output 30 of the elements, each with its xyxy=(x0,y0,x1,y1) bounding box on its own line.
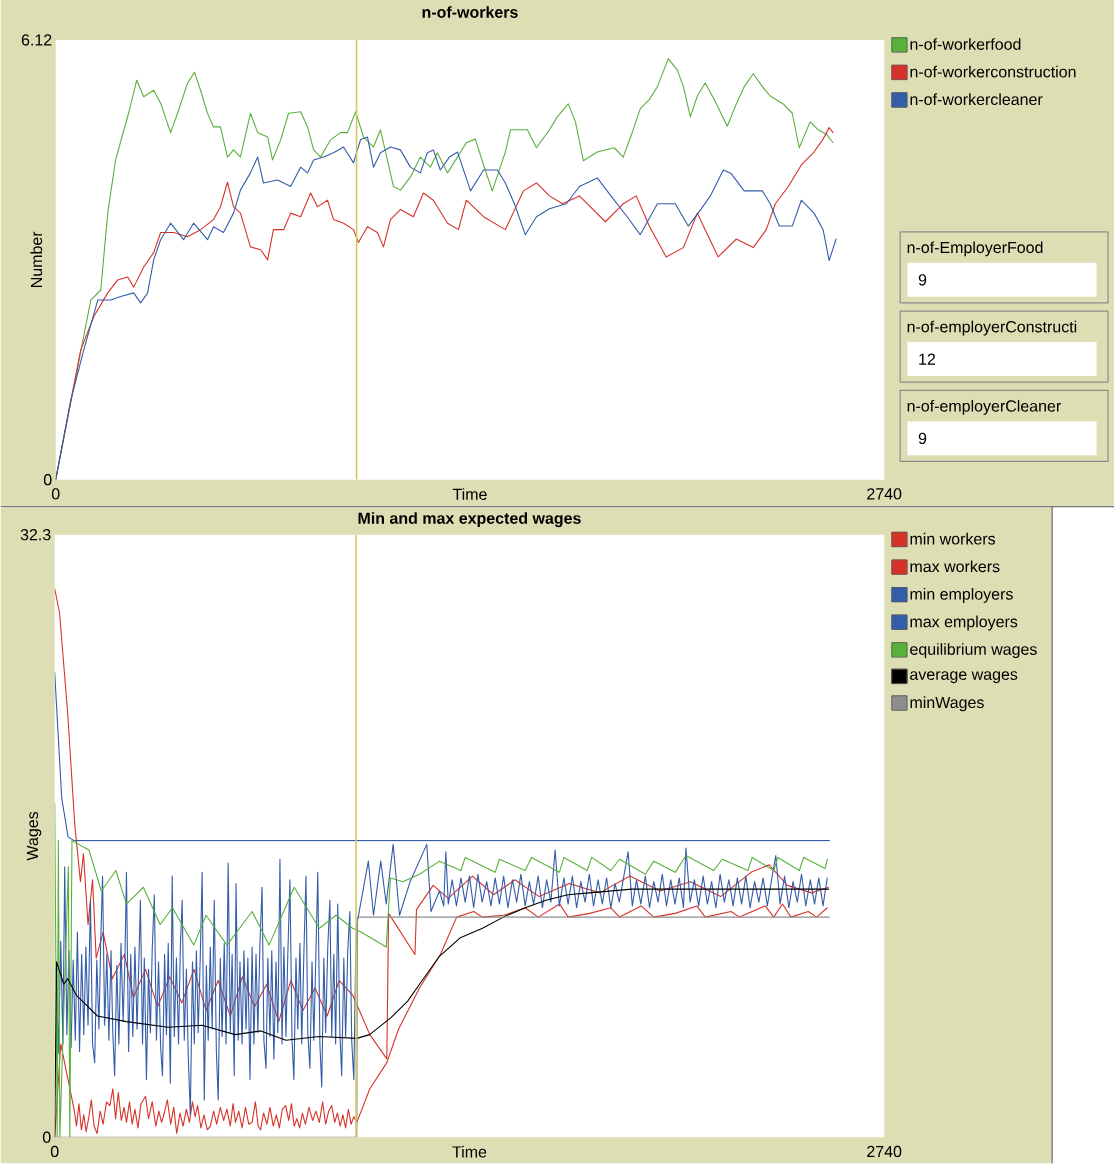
category-label: n-of-employerConstructi xyxy=(907,320,1077,336)
legend-label: min employers xyxy=(910,588,1013,603)
legend-label: n-of-workercleaner xyxy=(910,93,1043,106)
line-series xyxy=(55,843,828,1116)
y-axis-title: Number xyxy=(30,231,43,287)
line-series xyxy=(54,672,831,842)
x-tick-label: 2740 xyxy=(867,488,902,500)
category-label: n-of-employerCleaner xyxy=(907,399,1062,415)
legend-label: average wages xyxy=(910,671,1018,684)
x-axis-title: Time xyxy=(452,1145,487,1158)
x-tick-label: 2740 xyxy=(867,1145,902,1158)
category-label: n-of-EmployerFood xyxy=(907,241,1043,257)
legend-label: max employers xyxy=(910,615,1018,631)
y-tick-label: 0 xyxy=(44,474,52,486)
legend-label: n-of-workerconstruction xyxy=(910,65,1076,78)
data-label: 9 xyxy=(918,274,927,286)
y-tick-label: 6.12 xyxy=(21,34,52,46)
legend-label: min workers xyxy=(910,532,996,545)
x-axis-title: Time xyxy=(452,488,487,500)
y-tick-label: 0 xyxy=(43,1131,51,1143)
legend-label: minWages xyxy=(910,696,984,712)
chart-title: Min and max expected wages xyxy=(358,512,581,528)
data-label: 12 xyxy=(919,353,936,365)
legend-label: n-of-workerfood xyxy=(910,38,1021,50)
y-axis-title: Wages xyxy=(27,811,42,861)
y-tick-label: 32.3 xyxy=(20,528,51,541)
chart-title: n-of-workers xyxy=(422,6,518,18)
legend-label: equilibrium wages xyxy=(910,643,1037,659)
data-label: 9 xyxy=(918,432,927,445)
legend-label: max workers xyxy=(910,560,1000,573)
